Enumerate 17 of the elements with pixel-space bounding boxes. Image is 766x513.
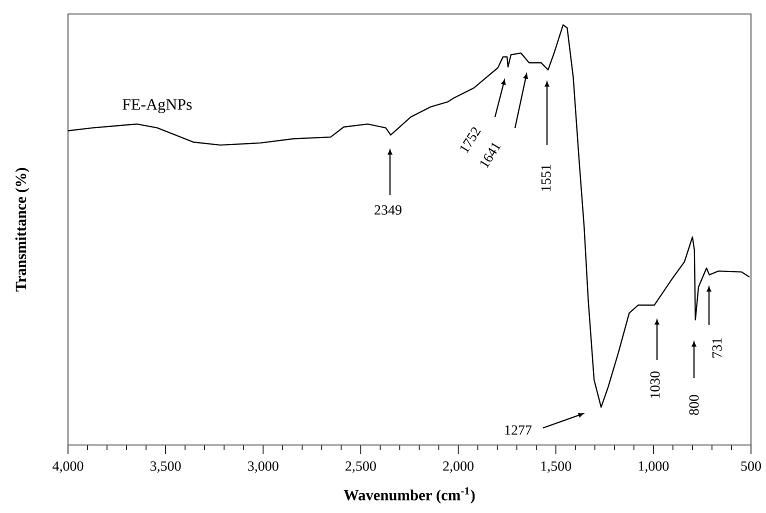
annotation: 1030 (650, 372, 660, 398)
x-tick-label: 2,500 (346, 461, 376, 473)
annotation: 731 (712, 338, 722, 358)
annotation: 1277 (505, 425, 532, 435)
x-tick-label: 2,000 (443, 461, 474, 473)
x-tick-label: 1,000 (638, 461, 669, 473)
y-axis-title: Transmittance (%) (15, 168, 30, 292)
x-tick-label: 4,000 (52, 461, 84, 473)
x-tick-label: 3,000 (248, 461, 278, 473)
annotation: 1551 (541, 164, 551, 191)
annotation: 800 (689, 395, 699, 415)
x-tick-label: 1,500 (541, 461, 572, 473)
series-label: FE-AgNPs (122, 99, 192, 114)
x-tick-label: 3,500 (150, 461, 181, 473)
x-tick-label: 500 (741, 461, 761, 471)
annotation: 2349 (374, 205, 402, 215)
x-axis-title: Wavenumber (cm$^{-1}$) (344, 487, 475, 504)
